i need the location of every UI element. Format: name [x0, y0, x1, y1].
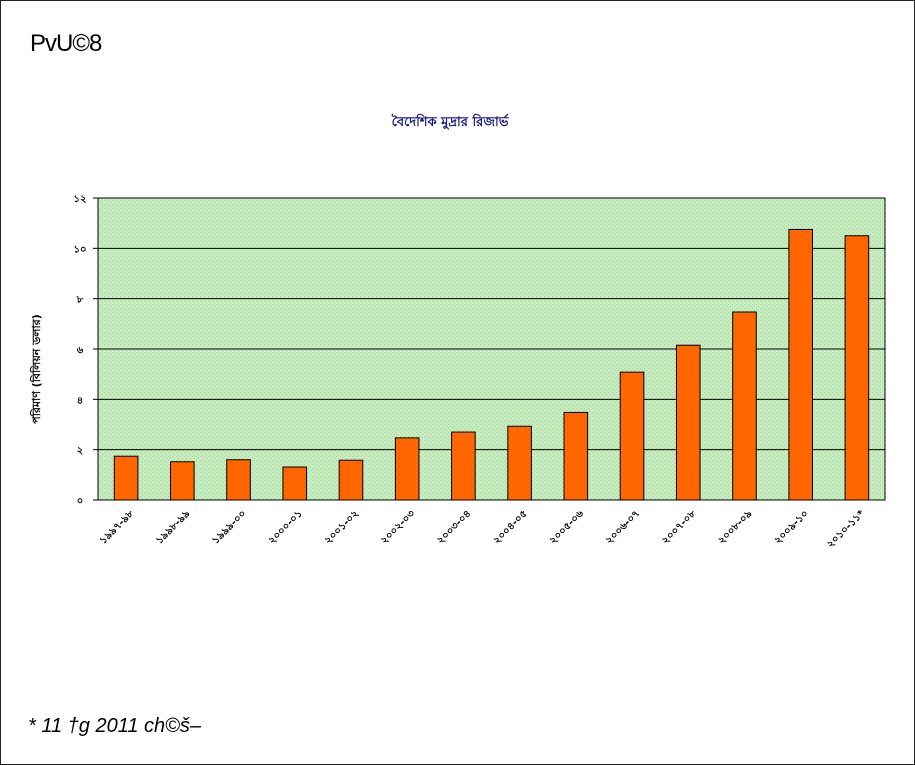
x-tick-label: ২০০৭-০৮ — [660, 508, 699, 547]
footnote: * 11 †g 2011 ch©š– — [28, 715, 202, 737]
x-tick-label: ২০০৩-০৪ — [435, 508, 473, 546]
y-tick-label: ১০ — [74, 244, 87, 255]
bar — [507, 425, 532, 501]
x-tick-label: ২০০৫-০৬ — [548, 508, 587, 547]
slide-heading: PvU©8 — [30, 30, 102, 57]
bar — [619, 371, 645, 501]
bar — [844, 235, 870, 501]
y-axis: ০ ২ ৪ ৬ ৮ ১০ ১২ — [74, 194, 98, 507]
bar — [563, 411, 589, 501]
y-tick-label: ৮ — [76, 295, 84, 306]
bars — [113, 228, 870, 501]
y-tick-label: ৬ — [77, 345, 84, 356]
x-tick-label: ১৯৯৮-৯৯ — [154, 508, 192, 546]
bar — [170, 461, 195, 501]
x-tick-label: ২০০৯-১০ — [773, 508, 811, 546]
bar — [675, 344, 701, 501]
bar — [788, 228, 813, 501]
bar — [113, 455, 139, 501]
bar — [732, 311, 757, 501]
x-tick-label: ২০০৮-০৯ — [716, 508, 754, 546]
y-tick-label: ২ — [77, 446, 84, 457]
y-tick-label: ০ — [77, 496, 84, 507]
x-tick-label: ১৯৯৭-৯৮ — [98, 508, 137, 547]
x-tick-label: ১৯৯৯-০০ — [210, 508, 248, 546]
y-tick-label: ৪ — [77, 395, 84, 406]
chart-title: বৈদেশিক মুদ্রার রিজার্ভ — [391, 115, 509, 130]
x-axis: ১৯৯৭-৯৮ ১৯৯৮-৯৯ ১৯৯৯-০০ ২০০০-০১ ২০০১-০২ ২০০২-… — [98, 499, 885, 551]
bar — [451, 431, 476, 501]
x-tick-label: ২০০১-০২ — [323, 508, 361, 546]
bar — [226, 459, 251, 501]
x-tick-label: ২০০৪-০৫ — [491, 508, 529, 546]
x-tick-label: ২০০৬-০৭ — [604, 508, 642, 546]
gridlines — [98, 197, 885, 451]
x-tick-label: ২০০০-০১ — [267, 508, 305, 546]
x-tick-label: ২০১০-১১* — [825, 508, 868, 551]
y-axis-label: পরিমাণ (বিলিয়ন ডলার) — [29, 314, 43, 424]
y-tick-label: ১২ — [74, 194, 87, 205]
bar — [338, 459, 364, 501]
bar — [394, 437, 420, 501]
bar — [282, 466, 308, 501]
x-tick-label: ২০০২-০৩ — [379, 508, 418, 547]
